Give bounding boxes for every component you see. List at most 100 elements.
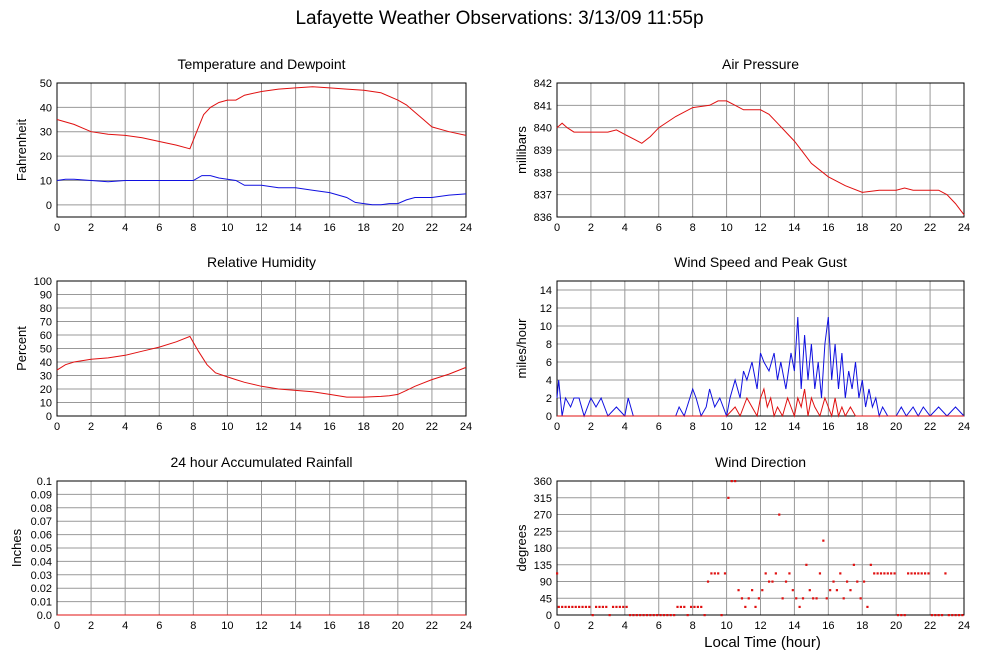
direction-point [829,589,832,592]
temp-y-axis-label: Fahrenheit [14,119,29,182]
direction-x-tick-label: 2 [588,620,594,632]
pressure-title: Air Pressure [722,56,799,72]
direction-y-tick-label: 180 [534,543,552,555]
wind-x-tick-label: 6 [656,421,662,433]
direction-point [934,614,937,617]
direction-point [574,605,577,609]
direction-point [903,614,906,617]
rain-x-tick-label: 20 [392,620,404,632]
direction-point [622,605,625,609]
direction-point [578,605,581,609]
humidity-x-tick-label: 20 [392,421,404,433]
wind-x-tick-label: 24 [958,421,970,433]
direction-point [910,572,913,575]
direction-x-tick-label: 14 [788,620,800,632]
direction-x-tick-label: 0 [554,620,560,632]
direction-y-tick-label: 90 [540,577,552,589]
direction-point [611,605,615,609]
direction-point [642,614,645,617]
pressure-series-red-line [556,100,965,216]
rain-y-tick-label: 0.1 [37,476,52,488]
humidity-x-tick-label: 6 [156,421,162,433]
rain-y-tick-label: 0.06 [31,530,52,542]
direction-y-tick-label: 315 [534,493,552,505]
temp-x-tick-label: 10 [221,222,233,234]
humidity-x-tick-label: 2 [88,421,94,433]
direction-point [561,605,564,609]
wind-y-tick-label: 4 [546,375,552,387]
rain-x-tick-label: 12 [255,620,267,632]
wind-x-tick-label: 22 [924,421,936,433]
humidity-x-tick-label: 24 [460,421,472,433]
pressure-y-axis-label: millibars [514,126,529,174]
rain-y-tick-label: 0.03 [31,570,52,582]
pressure-x-tick-label: 20 [890,222,902,234]
direction-point [900,614,903,617]
direction-point [923,572,927,575]
humidity-y-tick-label: 0 [46,411,52,423]
x-axis-label-local-time: Local Time (hour) [704,634,821,651]
direction-point [608,614,611,617]
direction-title: Wind Direction [715,454,806,470]
direction-point [744,605,747,609]
direction-point [954,614,957,617]
direction-point [852,563,855,566]
wind-y-tick-label: 12 [540,303,552,315]
rain-y-tick-label: 0.09 [31,489,52,501]
temp-y-tick-label: 0 [46,200,52,212]
direction-point [710,572,713,575]
direction-point [601,605,604,609]
direction-point [957,614,961,617]
direction-point [747,597,750,600]
wind-x-tick-label: 18 [856,421,868,433]
humidity-y-tick-label: 100 [34,276,52,288]
humidity-x-tick-label: 10 [221,421,233,433]
direction-point [801,597,805,600]
direction-point [740,597,744,600]
wind-y-tick-label: 10 [540,321,552,333]
direction-point [940,614,944,617]
humidity-series-red-line [56,335,467,398]
direction-point [588,605,591,609]
direction-point [873,572,876,575]
pressure-x-tick-label: 0 [554,222,560,234]
pressure-y-tick-label: 842 [534,78,552,90]
pressure-x-tick-label: 14 [788,222,800,234]
direction-point [628,614,632,617]
rain-y-tick-label: 0.05 [31,543,52,555]
wind-x-tick-label: 8 [690,421,696,433]
direction-point [761,589,764,592]
direction-point [907,572,910,575]
temp-x-tick-label: 6 [156,222,162,234]
direction-point [795,597,798,600]
direction-point [564,605,567,609]
direction-x-tick-label: 10 [720,620,732,632]
temp-x-tick-label: 24 [460,222,472,234]
humidity-title: Relative Humidity [207,254,316,270]
direction-point [879,572,883,575]
direction-x-tick-label: 4 [622,620,628,632]
direction-point [673,614,676,617]
direction-point [886,572,889,575]
direction-point [683,605,686,609]
direction-point [883,572,886,575]
rain-x-tick-label: 8 [190,620,196,632]
direction-point [866,605,869,609]
temp-x-tick-label: 18 [358,222,370,234]
wind-x-tick-label: 2 [588,421,594,433]
direction-x-tick-label: 12 [754,620,766,632]
direction-x-tick-label: 18 [856,620,868,632]
direction-point [754,605,757,609]
pressure-x-tick-label: 18 [856,222,868,234]
humidity-x-tick-label: 14 [289,421,301,433]
direction-point [849,589,852,592]
temp-x-tick-label: 12 [255,222,267,234]
wind-x-tick-label: 12 [754,421,766,433]
direction-point [845,580,849,583]
direction-point [598,605,601,609]
humidity-y-tick-label: 90 [40,290,52,302]
direction-point [645,614,649,617]
